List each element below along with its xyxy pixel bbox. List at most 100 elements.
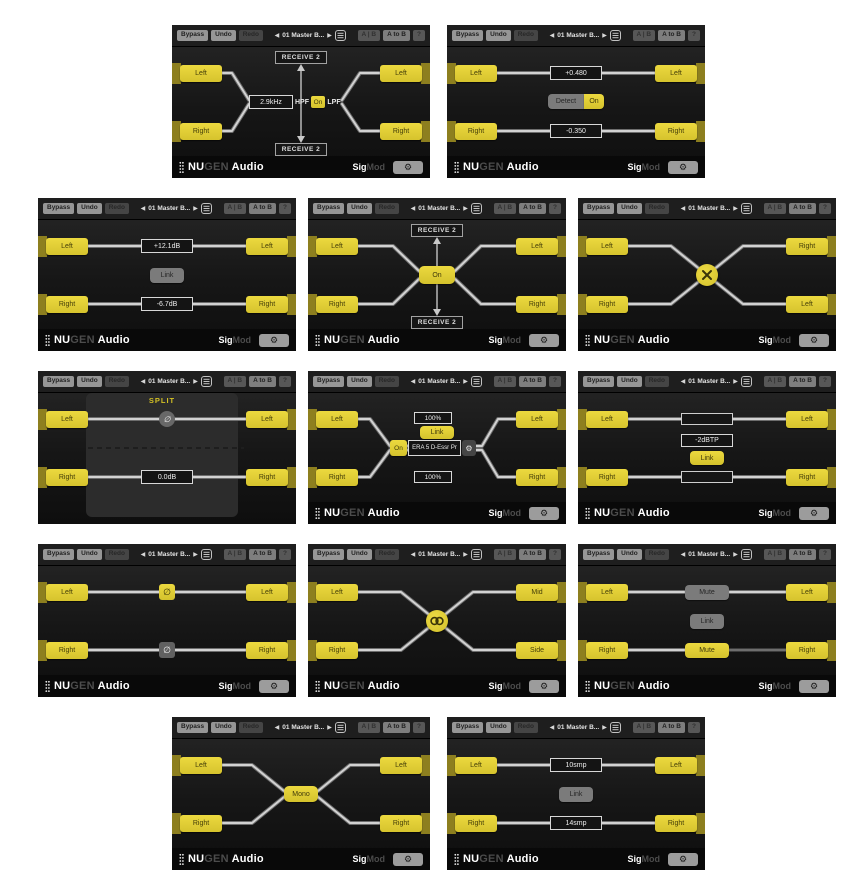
input-node-top[interactable]: Left (180, 756, 222, 774)
input-node-top[interactable]: Left (46, 583, 88, 601)
output-node-bottom[interactable]: Right (655, 814, 697, 832)
bypass-button[interactable]: Bypass (583, 376, 615, 387)
settings-button[interactable]: ⚙ (529, 506, 559, 520)
bypass-button[interactable]: Bypass (583, 203, 615, 214)
swap-node-icon[interactable] (696, 264, 718, 286)
input-node-bottom[interactable]: Right (46, 468, 88, 486)
settings-button[interactable]: ⚙ (259, 333, 289, 347)
ab-compare-button[interactable]: A | B (223, 376, 247, 387)
preset-name[interactable]: 01 Master B... (688, 378, 731, 385)
preset-next-icon[interactable]: ▶ (463, 378, 468, 385)
help-button[interactable]: ? (413, 722, 425, 733)
help-button[interactable]: ? (549, 203, 561, 214)
input-node-bottom[interactable]: Right (316, 468, 358, 486)
preset-prev-icon[interactable]: ◀ (410, 205, 416, 212)
input-node-bottom[interactable]: Right (46, 295, 88, 313)
output-node-top[interactable]: Left (516, 410, 558, 428)
preset-prev-icon[interactable]: ◀ (410, 551, 416, 558)
ab-compare-button[interactable]: A | B (493, 203, 517, 214)
a-to-b-button[interactable]: A to B (519, 203, 547, 214)
output-node-top[interactable]: Left (786, 410, 828, 428)
settings-button[interactable]: ⚙ (529, 679, 559, 693)
preset-name[interactable]: 01 Master B... (688, 551, 731, 558)
help-button[interactable]: ? (688, 722, 700, 733)
redo-button[interactable]: Redo (374, 376, 399, 387)
a-to-b-button[interactable]: A to B (789, 376, 817, 387)
gain-value-top[interactable]: +12.1dB (141, 239, 193, 253)
redo-button[interactable]: Redo (104, 376, 129, 387)
preset-menu-icon[interactable] (200, 203, 212, 214)
preset-prev-icon[interactable]: ◀ (680, 551, 686, 558)
output-node-top[interactable]: Left (516, 237, 558, 255)
undo-button[interactable]: Undo (486, 722, 511, 733)
settings-button[interactable]: ⚙ (393, 160, 423, 174)
preset-next-icon[interactable]: ▶ (733, 378, 738, 385)
a-to-b-button[interactable]: A to B (249, 203, 277, 214)
ab-compare-button[interactable]: A | B (223, 203, 247, 214)
preset-next-icon[interactable]: ▶ (193, 551, 198, 558)
undo-button[interactable]: Undo (347, 549, 372, 560)
undo-button[interactable]: Undo (617, 203, 642, 214)
plugin-settings-button[interactable]: ⚙ (462, 440, 476, 456)
input-node-bottom[interactable]: Right (586, 295, 628, 313)
link-button[interactable]: Link (559, 787, 593, 802)
output-node-bottom[interactable]: Right (380, 814, 422, 832)
output-node-bottom[interactable]: Right (246, 468, 288, 486)
preset-name[interactable]: 01 Master B... (557, 724, 600, 731)
input-node-bottom[interactable]: Right (586, 468, 628, 486)
insert-link-button[interactable]: Link (420, 426, 454, 439)
help-button[interactable]: ? (549, 549, 561, 560)
a-to-b-button[interactable]: A to B (519, 549, 547, 560)
help-button[interactable]: ? (279, 376, 291, 387)
a-to-b-button[interactable]: A to B (658, 30, 686, 41)
input-node-top[interactable]: Left (46, 237, 88, 255)
settings-button[interactable]: ⚙ (799, 679, 829, 693)
a-to-b-button[interactable]: A to B (383, 722, 411, 733)
preset-prev-icon[interactable]: ◀ (140, 551, 146, 558)
help-button[interactable]: ? (549, 376, 561, 387)
ab-compare-button[interactable]: A | B (493, 376, 517, 387)
ab-compare-button[interactable]: A | B (223, 549, 247, 560)
undo-button[interactable]: Undo (486, 30, 511, 41)
mono-button[interactable]: Mono (284, 786, 318, 802)
preset-next-icon[interactable]: ▶ (193, 378, 198, 385)
output-node-bottom[interactable]: Right (786, 468, 828, 486)
lpf-label[interactable]: LPF (327, 98, 341, 106)
preset-name[interactable]: 01 Master B... (282, 32, 325, 39)
output-node-bottom[interactable]: Right (246, 295, 288, 313)
bypass-button[interactable]: Bypass (177, 722, 209, 733)
hpf-label[interactable]: HPF (295, 98, 309, 106)
delay-value-bottom[interactable]: 14smp (550, 816, 602, 830)
output-node-top[interactable]: Left (655, 756, 697, 774)
output-node-top[interactable]: Left (786, 583, 828, 601)
preset-menu-icon[interactable] (609, 722, 621, 733)
output-node-bottom[interactable]: Right (655, 122, 697, 140)
ab-compare-button[interactable]: A | B (357, 722, 381, 733)
preset-menu-icon[interactable] (334, 722, 346, 733)
preset-name[interactable]: 01 Master B... (418, 205, 461, 212)
link-button[interactable]: Link (690, 451, 724, 465)
output-node-bottom[interactable]: Right (786, 641, 828, 659)
preset-menu-icon[interactable] (740, 376, 752, 387)
undo-button[interactable]: Undo (617, 549, 642, 560)
redo-button[interactable]: Redo (238, 30, 263, 41)
preset-prev-icon[interactable]: ◀ (140, 205, 146, 212)
bypass-button[interactable]: Bypass (43, 376, 75, 387)
bypass-button[interactable]: Bypass (452, 722, 484, 733)
preset-prev-icon[interactable]: ◀ (410, 378, 416, 385)
undo-button[interactable]: Undo (617, 376, 642, 387)
mute-button-top[interactable]: Mute (685, 585, 729, 600)
delay-value-top[interactable]: 10smp (550, 758, 602, 772)
output-node-top[interactable]: Left (380, 64, 422, 82)
output-node-top[interactable]: Left (380, 756, 422, 774)
ms-encode-node-icon[interactable] (426, 610, 448, 632)
preset-prev-icon[interactable]: ◀ (549, 724, 555, 731)
offset-value-top[interactable]: +0.480 (550, 66, 602, 80)
output-node-bottom[interactable]: Side (516, 641, 558, 659)
settings-button[interactable]: ⚙ (393, 852, 423, 866)
ab-compare-button[interactable]: A | B (763, 549, 787, 560)
settings-button[interactable]: ⚙ (799, 333, 829, 347)
a-to-b-button[interactable]: A to B (249, 376, 277, 387)
wet-percent-bottom[interactable]: 100% (414, 471, 452, 483)
bypass-button[interactable]: Bypass (43, 203, 75, 214)
